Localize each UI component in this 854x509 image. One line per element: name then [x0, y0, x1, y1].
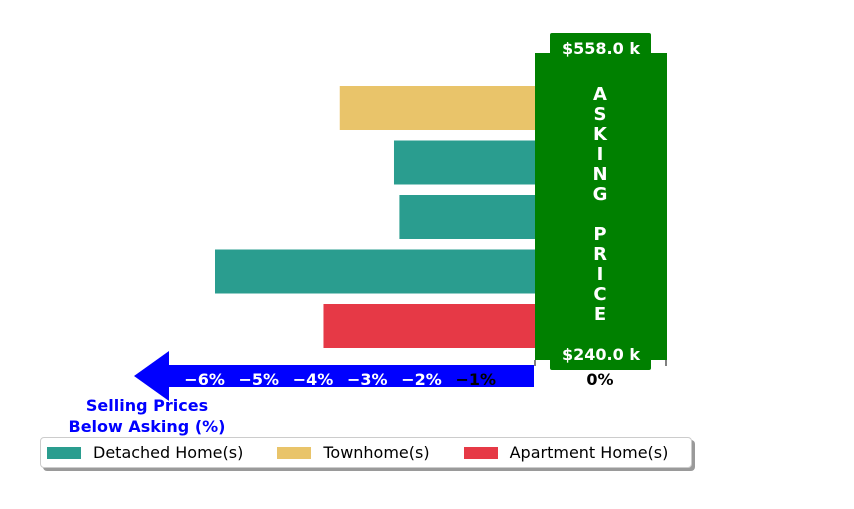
x-tick-label: 0% — [586, 370, 613, 389]
top-value-label: $558.0 k — [562, 39, 640, 58]
bar-4 — [215, 249, 535, 294]
x-tick-label: −2% — [401, 370, 442, 389]
x-tick-label: −5% — [239, 370, 280, 389]
bar-3 — [399, 195, 535, 239]
panel-letter: R — [593, 244, 607, 265]
panel-letter: C — [593, 284, 606, 305]
asking-price-box — [535, 53, 667, 360]
panel-letter: I — [597, 144, 604, 165]
legend-item-townhome: Townhome(s) — [277, 443, 430, 462]
x-axis: −6% −5% −4% −3% −2% −1% 0% Selling Prices Below … — [69, 351, 667, 436]
legend-item-detached: Detached Home(s) — [47, 443, 243, 462]
legend-item-apartment: Apartment Home(s) — [463, 443, 669, 462]
x-tick-label: −3% — [347, 370, 388, 389]
legend: Detached Home(s) Townhome(s) Apartment H… — [40, 437, 692, 468]
bottom-value-box — [550, 340, 651, 370]
legend-swatch-townhome — [277, 446, 312, 459]
top-value-box — [550, 33, 651, 63]
x-tick-label: −6% — [184, 370, 225, 389]
panel-letter: E — [594, 304, 606, 325]
bar-1 — [339, 86, 535, 130]
panel-letter: S — [594, 104, 607, 125]
x-axis-label-line2: Below Asking (%) — [69, 417, 226, 436]
legend-label-townhome: Townhome(s) — [323, 443, 430, 462]
legend-swatch-apartment — [463, 446, 498, 459]
panel-letter: I — [597, 264, 604, 285]
bottom-value-label: $240.0 k — [562, 345, 640, 364]
x-tick-label: −4% — [293, 370, 334, 389]
x-tick-label: −1% — [455, 370, 496, 389]
panel-letter: K — [593, 124, 608, 145]
legend-label-apartment: Apartment Home(s) — [509, 443, 669, 462]
legend-label-detached: Detached Home(s) — [93, 443, 244, 462]
panel-letter: A — [593, 84, 607, 105]
axis-arrow — [134, 351, 534, 401]
panel-letter: N — [592, 164, 607, 185]
legend-swatch-detached — [47, 446, 81, 459]
panel-letter: P — [593, 224, 606, 245]
panel-letter: G — [593, 184, 608, 205]
x-axis-label-line1: Selling Prices — [86, 396, 208, 415]
bars-layer — [215, 86, 535, 348]
bar-5 — [323, 304, 535, 348]
bar-2 — [393, 140, 535, 185]
